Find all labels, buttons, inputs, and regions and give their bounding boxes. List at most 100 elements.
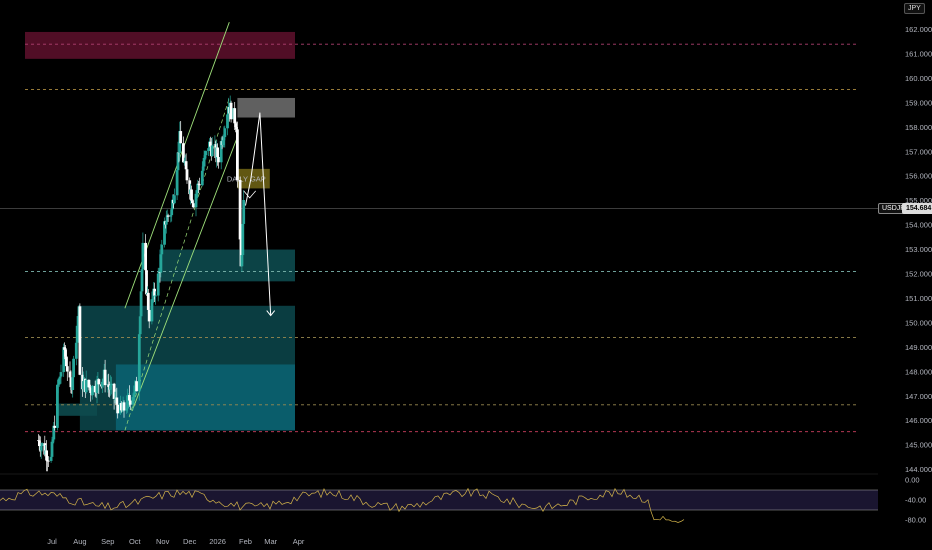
price-tick: 158.000 [905,123,932,132]
candle-body [147,309,151,322]
candle-body [170,209,174,216]
candle-body [119,403,123,411]
candle-body [57,378,61,385]
candle-body [133,385,137,395]
rsi-tick: -40.00 [905,496,926,505]
candle-body [52,425,56,440]
candle-body [194,193,198,208]
candle-body [56,384,60,386]
candle [217,148,220,169]
candle-body [191,200,194,204]
candle-body [87,379,91,388]
currency-badge[interactable]: JPY [904,3,925,14]
candle-body [88,387,92,389]
candle-body [207,148,210,152]
candle [194,190,198,217]
projection-small-arrow [243,190,257,199]
candle [236,121,239,188]
candle-body [62,347,66,373]
price-tick: 145.000 [905,441,932,450]
candle [210,136,214,157]
candle-body [51,439,55,442]
candle [132,393,136,398]
candle [56,379,59,431]
candle [147,299,151,329]
candle-body [210,145,214,157]
candle-body [40,443,44,446]
candle [122,400,126,418]
candle [52,421,56,444]
candle-body [113,398,117,400]
candle-body [53,425,57,428]
time-tick: Oct [129,537,142,546]
candle-body [198,184,201,186]
candle-body [109,385,112,390]
time-tick: Nov [156,537,170,546]
candle-body [223,128,227,138]
candle [153,282,156,302]
candle-body [200,170,204,186]
candle [74,338,78,366]
time-axis: Jul Aug Sep Oct Nov Dec 2026 Feb Mar Apr [47,537,305,546]
candle-body [164,221,168,225]
candle [126,388,129,413]
candle-body [240,255,244,267]
candle [188,177,192,200]
candle-body [204,151,208,156]
price-tick: 152.000 [905,270,932,279]
candle-body [49,456,53,461]
time-tick: Jul [47,537,57,546]
candle-body [101,378,105,382]
candle [223,125,227,148]
candle [229,100,233,123]
candle-body [58,376,62,379]
candle-body [141,242,145,270]
candle [110,376,113,395]
candle [200,161,204,187]
candle-body [226,114,229,129]
last-price-label: 154.684 [902,203,932,214]
candle-body [233,108,237,124]
candle-body [140,269,144,292]
candle-body [139,291,143,317]
candle-body [185,169,189,181]
candle [190,185,193,202]
candle-body [131,397,135,405]
candle-body [65,366,69,372]
candle [53,415,57,431]
candle-body [101,381,104,387]
time-tick: Aug [73,537,86,546]
candle [150,291,154,325]
price-tick: 147.000 [905,392,932,401]
candle [170,206,174,222]
rsi-band [0,490,878,510]
rsi-pane: 0.00 -40.00 -80.00 [0,473,926,525]
candle-body [93,385,97,393]
candle-body [107,384,111,388]
candle-body [103,369,107,386]
candle-body [138,316,142,335]
candle-body [197,183,201,185]
candle-body [203,155,207,158]
price-tick: 149.000 [905,343,932,352]
candle-body [236,129,239,180]
candle-body [234,123,237,128]
daily-gap-label: DAILY GAP [227,175,266,184]
candle-body [163,221,166,245]
candle [176,141,180,180]
candle-body [153,288,156,296]
candle-body [91,385,94,396]
candle-body [191,203,195,208]
price-tick: 157.000 [905,147,932,156]
price-tick: 148.000 [905,367,932,376]
candle-body [128,400,132,405]
candle-body [201,166,205,171]
candle-body [76,316,80,326]
time-tick: Dec [183,537,197,546]
candle [113,391,117,404]
candle [91,384,94,400]
candle [221,134,225,148]
candle-body [56,384,59,428]
zone-2 [237,168,270,189]
